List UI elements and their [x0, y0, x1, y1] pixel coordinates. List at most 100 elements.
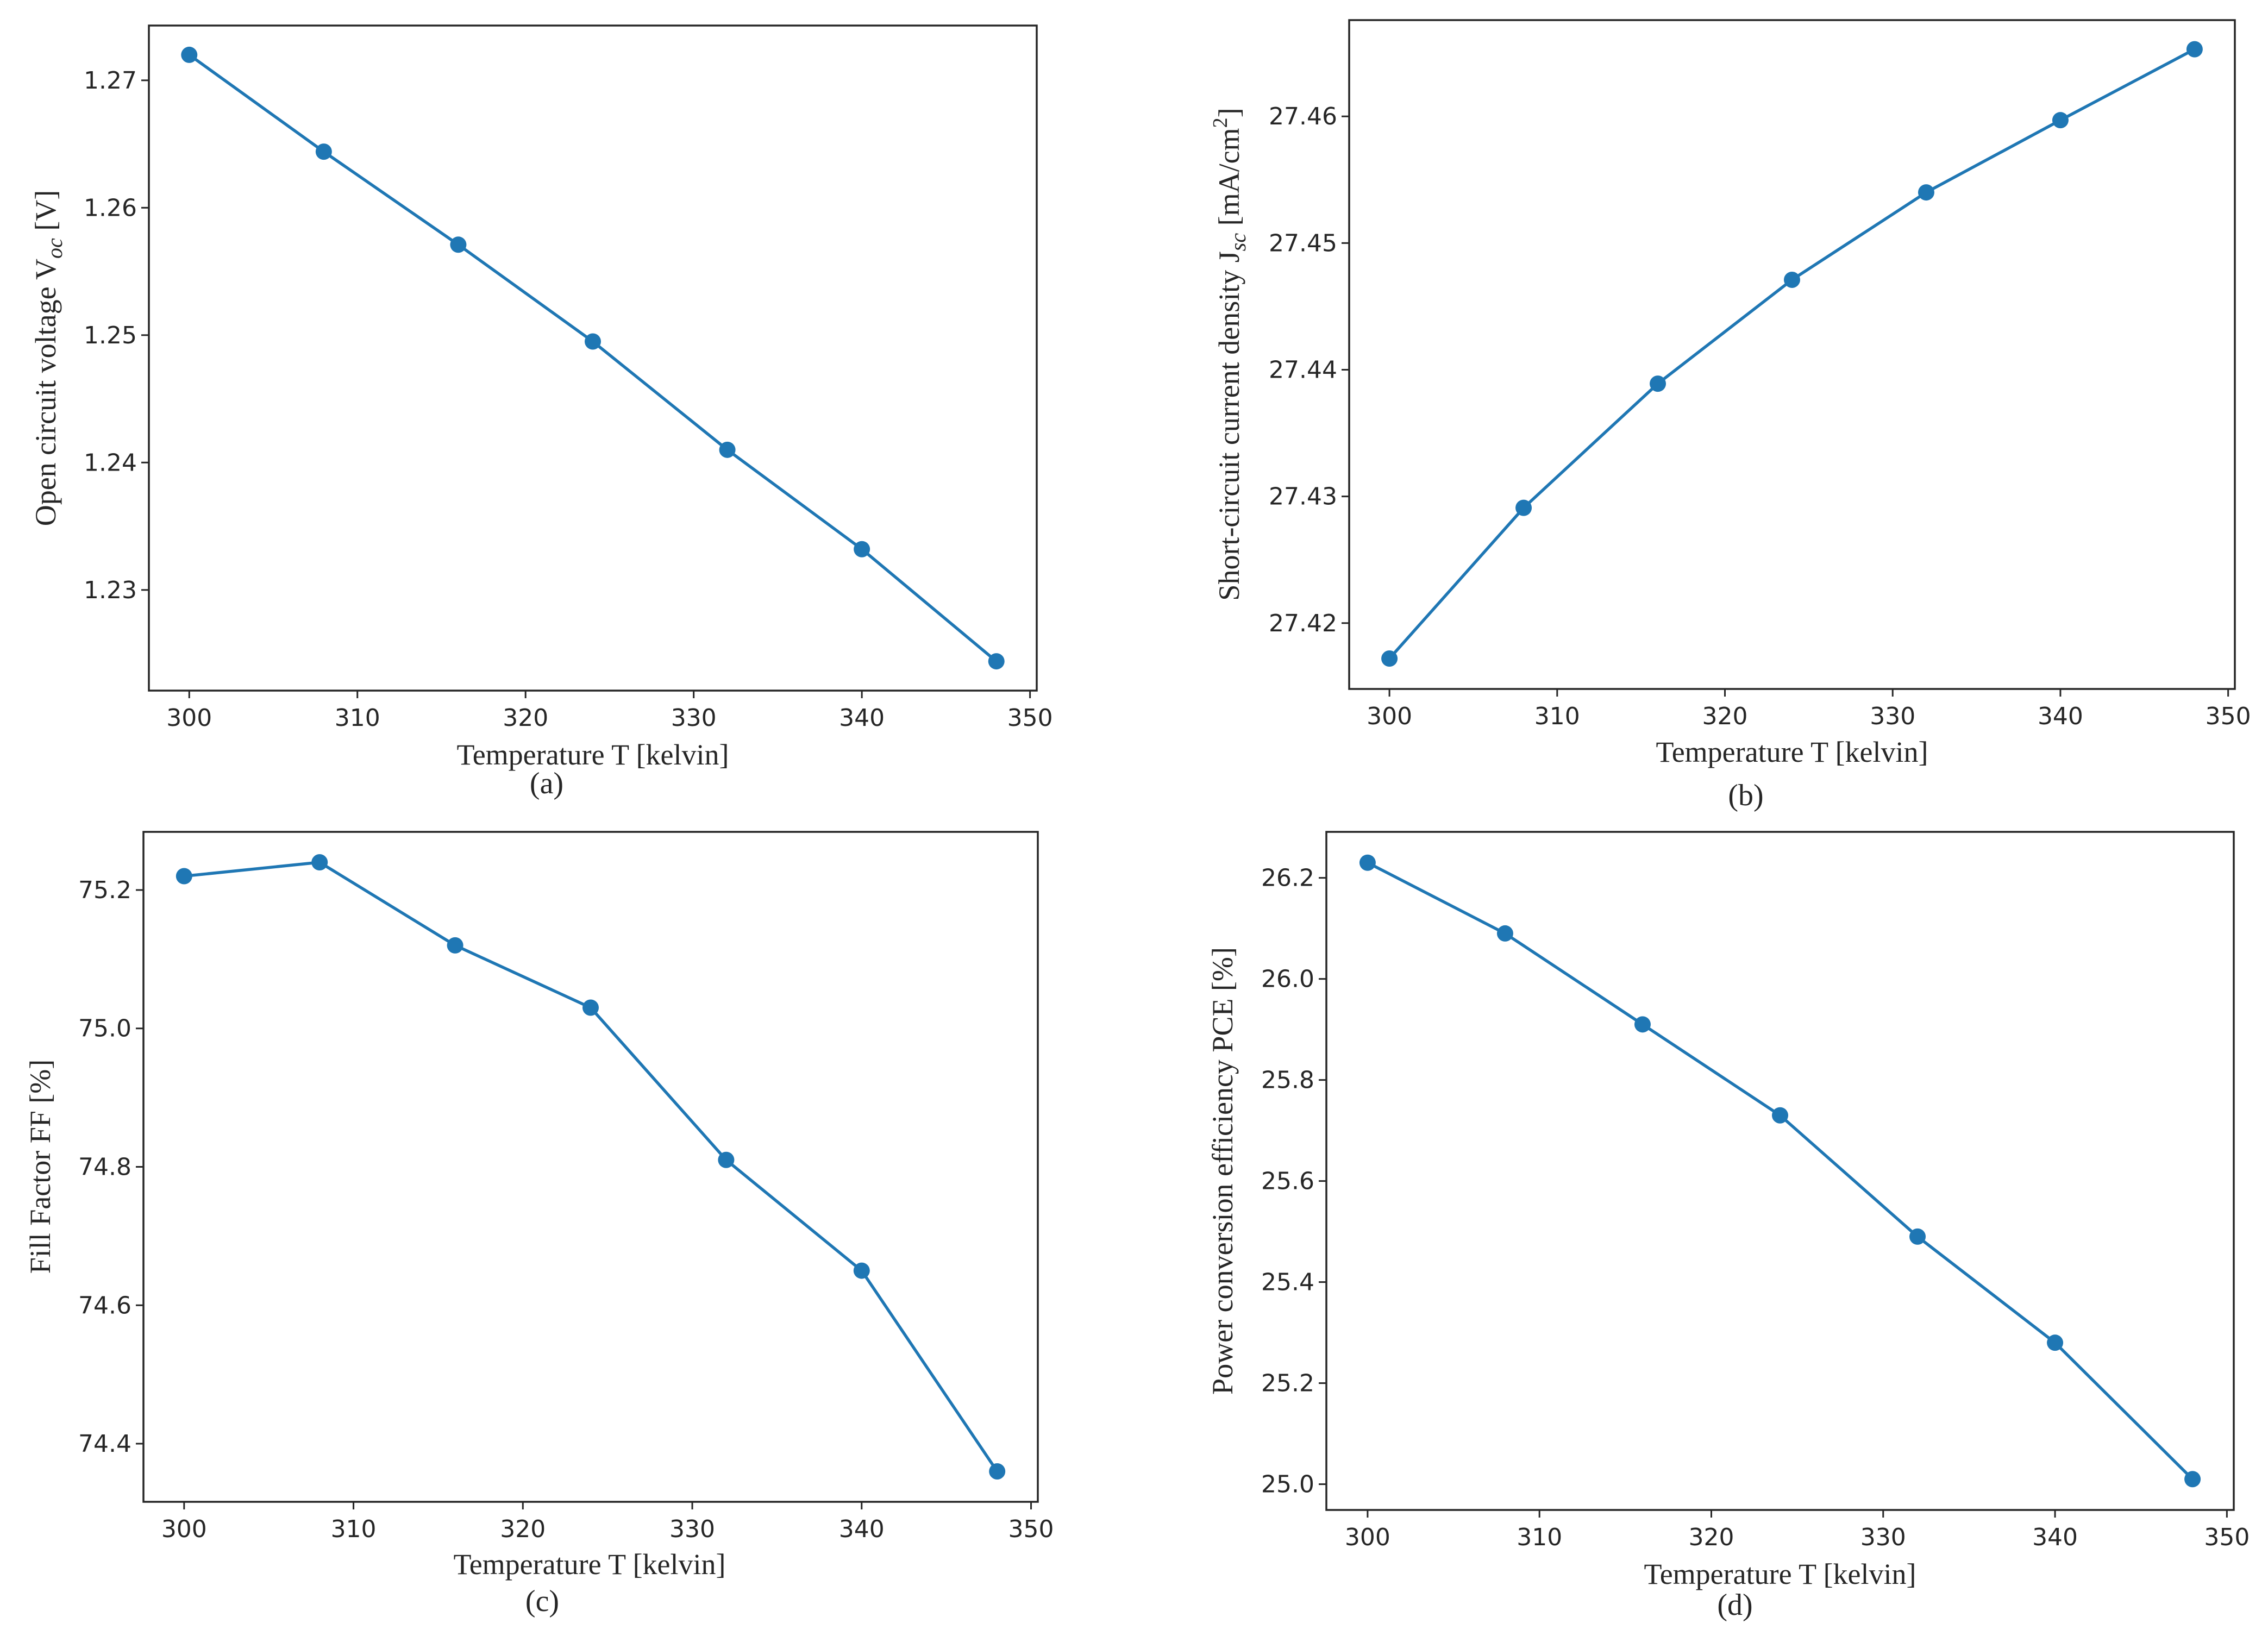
- x-tick-label: 330: [669, 1515, 715, 1543]
- panel-c: 74.474.674.875.075.2 300 310 320 330 340 350 …: [24, 831, 1054, 1618]
- data-point: [311, 854, 328, 871]
- y-axis-label: Power conversion efficiency PCE [%]: [1206, 947, 1239, 1395]
- data-point: [1918, 184, 1934, 201]
- plot-frame: [1325, 831, 2235, 1511]
- y-tick-label: 74.4: [78, 1430, 131, 1458]
- data-point: [718, 1151, 735, 1168]
- y-tick-label: 27.43: [1269, 483, 1337, 511]
- data-point: [1496, 925, 1513, 942]
- data-point: [585, 333, 601, 350]
- y-tick-label: 1.23: [84, 576, 137, 604]
- markers: [181, 46, 1005, 670]
- y-tick-label: 27.44: [1269, 356, 1337, 384]
- x-ticks: 300 310 320 330 340 350: [166, 691, 1053, 732]
- y-axis-label-main: Short-circuit current density J: [1213, 251, 1245, 600]
- markers: [176, 854, 1006, 1480]
- y-axis-label: Open circuit voltage Voc [V]: [29, 190, 67, 527]
- x-tick-label: 310: [1534, 703, 1580, 730]
- series-line: [1388, 48, 2196, 660]
- y-axis-label-sub: sc: [1226, 233, 1250, 252]
- y-tick-label: 26.0: [1261, 966, 1314, 993]
- y-tick-label: 25.4: [1261, 1269, 1314, 1296]
- data-point: [181, 46, 198, 63]
- x-axis-label: Temperature T [kelvin]: [1656, 736, 1928, 768]
- data-point: [1634, 1016, 1651, 1033]
- x-tick-label: 300: [161, 1515, 207, 1543]
- data-point: [719, 441, 736, 458]
- series-line: [1367, 861, 2194, 1481]
- x-axis-label: Temperature T [kelvin]: [1644, 1558, 1916, 1590]
- y-tick-label: 27.45: [1269, 229, 1337, 257]
- data-point: [2052, 112, 2069, 129]
- x-tick-label: 350: [2206, 703, 2251, 730]
- y-ticks: 1.23 1.24 1.25 1.26 1.27: [84, 67, 149, 604]
- x-tick-label: 300: [166, 704, 212, 732]
- y-axis-label-sub: oc: [42, 238, 67, 259]
- y-tick-label: 25.0: [1261, 1471, 1314, 1499]
- data-point: [1909, 1228, 1926, 1245]
- panel-d: 25.0 25.2 25.4 25.6 25.8 26.0 26.2 300 310 320 33…: [1206, 831, 2250, 1622]
- y-tick-label: 1.26: [84, 194, 137, 222]
- y-tick-label: 26.2: [1261, 864, 1314, 892]
- y-ticks: 74.4 74.6 74.8 75.0 75.2: [78, 876, 143, 1458]
- y-tick-label: 74.6: [78, 1292, 131, 1319]
- data-point: [1772, 1107, 1788, 1124]
- plot-frame: [1348, 19, 2236, 690]
- y-axis-label-main: Open circuit voltage V: [29, 259, 62, 526]
- panel-caption: (c): [525, 1584, 559, 1618]
- panel-b: 27.42 27.43 27.44 27.45 27.46 300 310 320 330 34…: [1209, 19, 2251, 812]
- panel-caption: (b): [1728, 779, 1763, 812]
- y-axis-label-end: ]: [1213, 108, 1245, 117]
- x-tick-label: 320: [500, 1515, 546, 1543]
- x-tick-label: 340: [839, 1515, 885, 1543]
- y-tick-label: 27.42: [1269, 610, 1337, 637]
- y-axis-label: Short-circuit current density Jsc [mA/cm…: [1209, 108, 1250, 600]
- x-tick-label: 330: [671, 704, 717, 732]
- x-tick-label: 350: [1008, 1515, 1054, 1543]
- x-tick-label: 310: [331, 1515, 377, 1543]
- x-tick-label: 340: [839, 704, 885, 732]
- data-point: [1650, 375, 1666, 392]
- x-tick-label: 330: [1870, 703, 1915, 730]
- x-tick-label: 330: [1860, 1524, 1906, 1551]
- series-line: [188, 53, 998, 663]
- x-tick-label: 340: [2032, 1524, 2078, 1551]
- x-tick-label: 350: [2204, 1524, 2250, 1551]
- y-tick-label: 75.2: [78, 876, 131, 904]
- data-point: [854, 541, 870, 557]
- data-point: [989, 1463, 1006, 1480]
- data-point: [315, 143, 332, 160]
- data-point: [988, 653, 1005, 670]
- markers: [1381, 41, 2203, 667]
- plot-frame: [142, 831, 1039, 1503]
- x-tick-label: 320: [1702, 703, 1748, 730]
- y-tick-label: 74.8: [78, 1154, 131, 1181]
- x-axis-label: Temperature T [kelvin]: [453, 1548, 725, 1581]
- plot-frame: [148, 24, 1038, 692]
- y-ticks: 27.42 27.43 27.44 27.45 27.46: [1269, 103, 1349, 637]
- x-tick-label: 310: [335, 704, 380, 732]
- series-line: [184, 861, 999, 1472]
- data-point: [582, 999, 599, 1016]
- panel-caption: (a): [530, 767, 563, 800]
- panel-caption: (d): [1717, 1588, 1752, 1622]
- data-point: [447, 937, 463, 954]
- y-axis-label-tail: [mA/cm: [1213, 128, 1245, 233]
- data-point: [1515, 499, 1532, 516]
- x-tick-label: 310: [1517, 1524, 1562, 1551]
- x-tick-label: 300: [1367, 703, 1412, 730]
- y-tick-label: 25.6: [1261, 1168, 1314, 1195]
- data-point: [853, 1262, 870, 1279]
- y-tick-label: 1.24: [84, 449, 137, 477]
- y-axis-label-sup: 2: [1209, 117, 1232, 128]
- data-point: [1381, 650, 1398, 667]
- data-point: [176, 868, 192, 885]
- x-ticks: 300 310 320 330 340 350: [161, 1502, 1054, 1543]
- x-tick-label: 320: [503, 704, 548, 732]
- x-ticks: 300 310 320 330 340 350: [1367, 689, 2251, 730]
- data-point: [2184, 1471, 2201, 1488]
- x-tick-label: 350: [1007, 704, 1053, 732]
- data-point: [2047, 1334, 2064, 1351]
- data-point: [1359, 854, 1376, 871]
